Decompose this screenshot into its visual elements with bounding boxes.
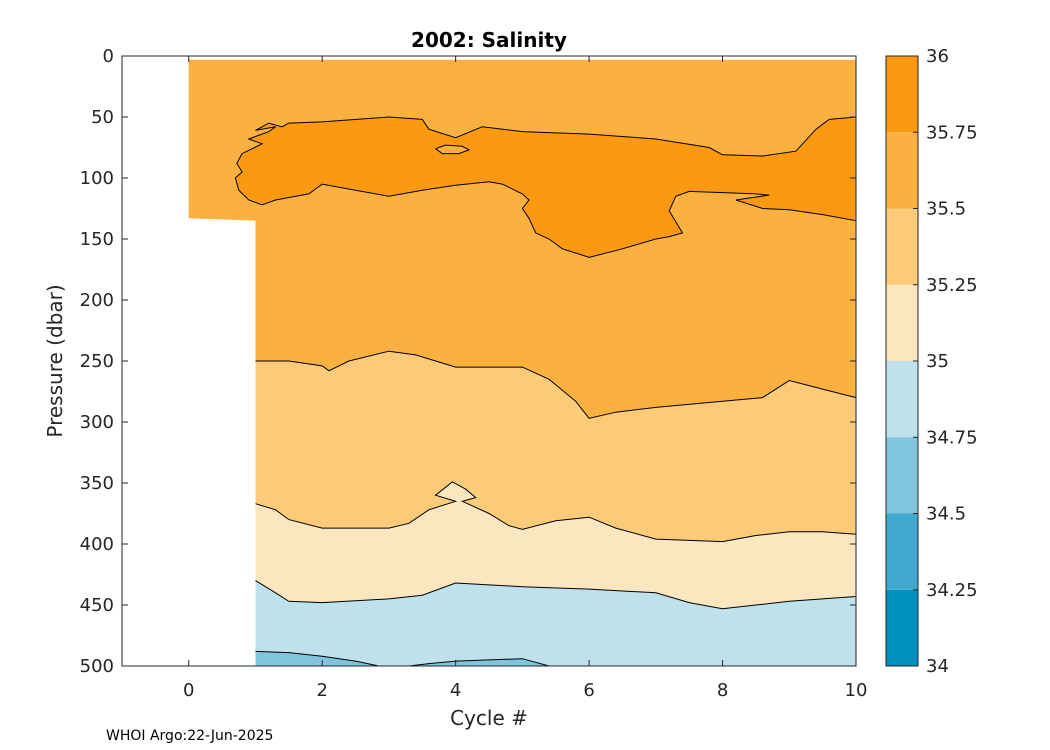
- band-35.5-35.75-pocket: [435, 145, 469, 154]
- band-35.75-36: [235, 117, 856, 258]
- colorbar-segment: [886, 284, 918, 361]
- x-axis-ticks: 0 2 4 6 8 10: [183, 56, 867, 701]
- y-tick-label: 500: [80, 656, 114, 677]
- colorbar: 34 34.25 34.5 34.75 35 35.25 35.5 35.75 36: [885, 46, 978, 677]
- y-axis-ticks: 0 50 100 150 200 250 300 350 400 450 500: [80, 46, 856, 677]
- y-axis-label: Pressure (dbar): [43, 284, 67, 437]
- colorbar-segment: [886, 56, 918, 133]
- colorbar-segment: [886, 361, 918, 438]
- colorbar-segment: [886, 208, 918, 285]
- colorbar-tick-label: 35.75: [926, 122, 978, 143]
- x-tick-label: 0: [183, 680, 194, 701]
- contour-35.25: [255, 481, 857, 543]
- x-tick-label: 10: [845, 680, 868, 701]
- y-tick-label: 50: [91, 107, 114, 128]
- y-tick-label: 0: [103, 46, 114, 67]
- colorbar-segment: [886, 132, 918, 209]
- contour-35.5: [255, 350, 857, 419]
- colorbar-tick-label: 34.5: [926, 504, 966, 525]
- contour-35.75: [234, 116, 857, 258]
- colorbar-tick-label: 35: [926, 351, 949, 372]
- colorbar-tick-label: 35.5: [926, 199, 966, 220]
- contour-34.75-left: [255, 650, 380, 667]
- y-tick-label: 400: [80, 534, 114, 555]
- band-34.75-35.0: [255, 580, 856, 666]
- band-34.5-34.75-left: [255, 651, 379, 666]
- x-tick-label: 6: [583, 680, 594, 701]
- y-tick-label: 450: [80, 595, 114, 616]
- colorbar-tick-label: 34.25: [926, 580, 978, 601]
- y-tick-label: 100: [80, 168, 114, 189]
- colorbar-tick-label: 36: [926, 46, 949, 67]
- band-34.5-34.75-right: [408, 658, 550, 666]
- y-tick-label: 350: [80, 473, 114, 494]
- x-tick-label: 4: [450, 680, 461, 701]
- y-tick-label: 250: [80, 351, 114, 372]
- colorbar-segment: [886, 589, 918, 666]
- contour-35.75-pocket: [435, 144, 471, 155]
- contour-lines: [234, 116, 857, 667]
- x-tick-label: 2: [316, 680, 327, 701]
- x-axis-label: Cycle #: [450, 706, 528, 730]
- contour-34.75-right: [408, 658, 550, 667]
- colorbar-tick-label: 35.25: [926, 275, 978, 296]
- colorbar-segment: [886, 437, 918, 514]
- y-tick-label: 300: [80, 412, 114, 433]
- colorbar-segment: [886, 513, 918, 590]
- y-tick-label: 150: [80, 229, 114, 250]
- colorbar-tick-label: 34.75: [926, 427, 978, 448]
- contour-35.0: [255, 580, 857, 610]
- x-tick-label: 8: [717, 680, 728, 701]
- chart-title: 2002: Salinity: [411, 28, 567, 52]
- contour-bands: [188, 59, 856, 666]
- footer-credit: WHOI Argo:22-Jun-2025: [106, 728, 273, 744]
- colorbar-tick-label: 34: [926, 656, 949, 677]
- y-tick-label: 200: [80, 290, 114, 311]
